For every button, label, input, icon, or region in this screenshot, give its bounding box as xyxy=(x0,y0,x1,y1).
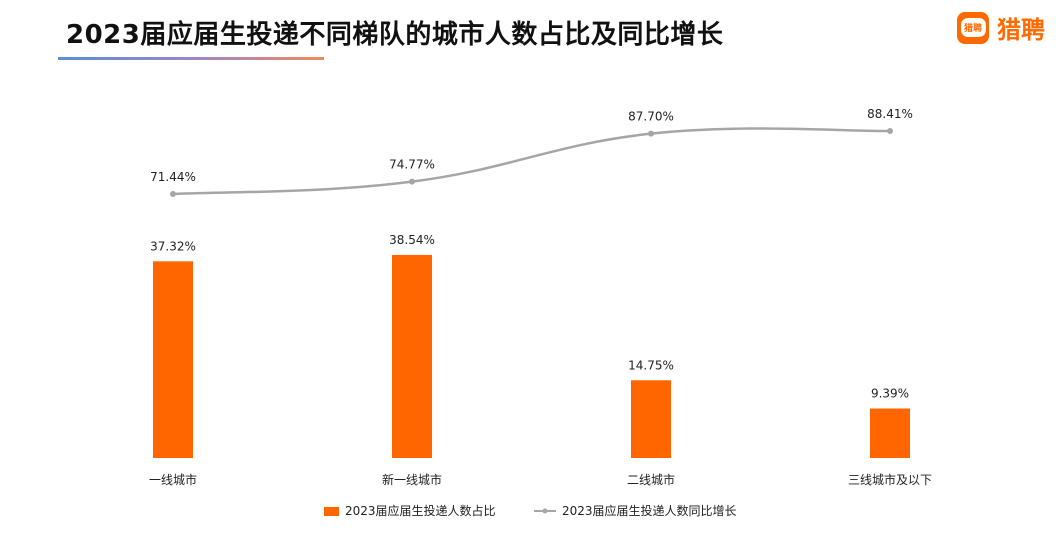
page-title: 2023届应届生投递不同梯队的城市人数占比及同比增长 xyxy=(66,20,724,50)
bar-label-1: 37.32% xyxy=(150,239,196,253)
line-label-3: 87.70% xyxy=(628,110,674,124)
brand-logo: 猎聘 猎聘 xyxy=(957,10,1045,45)
chat-bubble-icon: 猎聘 xyxy=(957,11,989,44)
bar-2 xyxy=(392,254,432,458)
line-label-2: 74.77% xyxy=(389,158,435,172)
line-point-4 xyxy=(887,128,893,135)
bar-3 xyxy=(631,380,671,458)
bar-4 xyxy=(870,408,910,458)
legend-bar-swatch xyxy=(324,507,339,516)
title-underline xyxy=(58,57,324,60)
line-point-1 xyxy=(170,191,176,197)
legend-line-label: 2023届应届生投递人数同比增长 xyxy=(562,503,737,518)
growth-line xyxy=(172,127,891,196)
line-point-3 xyxy=(648,130,654,137)
bar-1 xyxy=(153,261,193,458)
bar-label-3: 14.75% xyxy=(628,358,674,372)
line-label-1: 71.44% xyxy=(150,170,196,184)
category-label-3: 二线城市 xyxy=(627,472,675,487)
category-label-2: 新一线城市 xyxy=(382,472,442,487)
logo-badge-text: 猎聘 xyxy=(960,18,986,37)
category-label-4: 三线城市及以下 xyxy=(848,472,932,487)
line-label-4: 88.41% xyxy=(867,107,913,121)
legend-line-marker xyxy=(542,508,548,514)
bar-label-4: 9.39% xyxy=(871,387,909,401)
logo-text: 猎聘 xyxy=(997,16,1045,44)
bar-label-2: 38.54% xyxy=(389,233,435,247)
category-label-1: 一线城市 xyxy=(149,472,197,487)
line-point-2 xyxy=(409,178,415,185)
legend-bar-label: 2023届应届生投递人数占比 xyxy=(345,503,496,518)
